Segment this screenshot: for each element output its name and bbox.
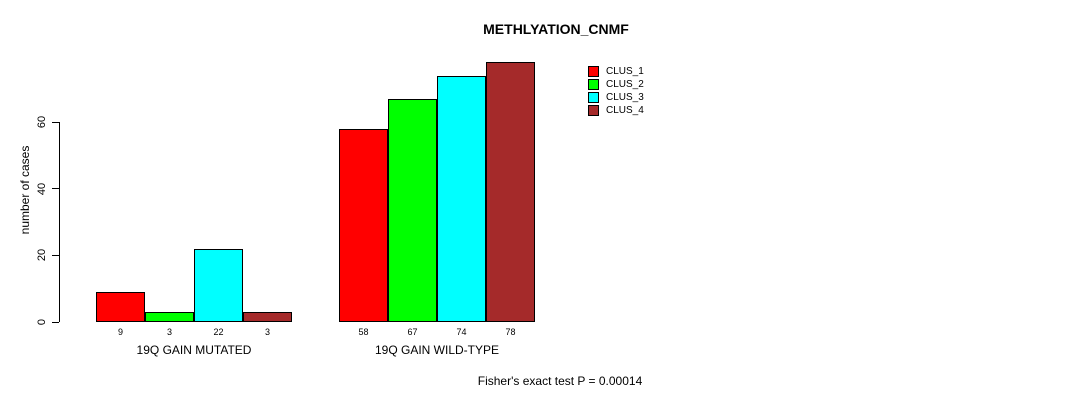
bar-value-label: 78	[505, 327, 516, 337]
bar-value-label: 3	[264, 327, 271, 337]
bar-clus_2	[145, 312, 194, 322]
bar-value-label: 74	[456, 327, 467, 337]
legend-label: CLUS_4	[606, 105, 644, 116]
legend-item: CLUS_2	[588, 78, 644, 91]
y-tick-label: 0	[36, 318, 48, 326]
y-tick	[52, 254, 59, 256]
chart-title: METHLYATION_CNMF	[483, 21, 629, 37]
x-category-label: 19Q GAIN WILD-TYPE	[374, 343, 500, 357]
bar-value-label: 58	[358, 327, 369, 337]
y-tick-label: 20	[36, 249, 48, 262]
bar-clus_3	[194, 249, 243, 322]
bar-clus_2	[388, 99, 437, 322]
legend-label: CLUS_3	[606, 92, 644, 103]
bar-value-label: 67	[407, 327, 418, 337]
y-tick-label: 40	[36, 182, 48, 195]
bar-value-label: 9	[117, 327, 124, 337]
legend-swatch	[588, 92, 599, 103]
y-tick	[52, 321, 59, 323]
y-tick-label: 60	[36, 116, 48, 129]
bar-clus_4	[243, 312, 292, 322]
y-axis-line	[59, 122, 60, 322]
x-category-label: 19Q GAIN MUTATED	[136, 343, 252, 357]
y-tick	[52, 121, 59, 123]
annotation-text: Fisher's exact test P = 0.00014	[477, 374, 643, 388]
bar-value-label: 22	[213, 327, 224, 337]
legend-label: CLUS_1	[606, 66, 644, 77]
y-tick	[52, 188, 59, 190]
legend-swatch	[588, 105, 599, 116]
legend-item: CLUS_1	[588, 65, 644, 78]
legend-item: CLUS_4	[588, 104, 644, 117]
y-axis-label: number of cases	[18, 145, 32, 235]
legend: CLUS_1 CLUS_2 CLUS_3 CLUS_4	[588, 65, 644, 117]
legend-item: CLUS_3	[588, 91, 644, 104]
legend-swatch	[588, 79, 599, 90]
bar-clus_4	[486, 62, 535, 322]
legend-swatch	[588, 66, 599, 77]
bar-clus_1	[96, 292, 145, 322]
bar-clus_3	[437, 76, 486, 322]
bar-clus_1	[339, 129, 388, 322]
bar-value-label: 3	[166, 327, 173, 337]
legend-label: CLUS_2	[606, 79, 644, 90]
